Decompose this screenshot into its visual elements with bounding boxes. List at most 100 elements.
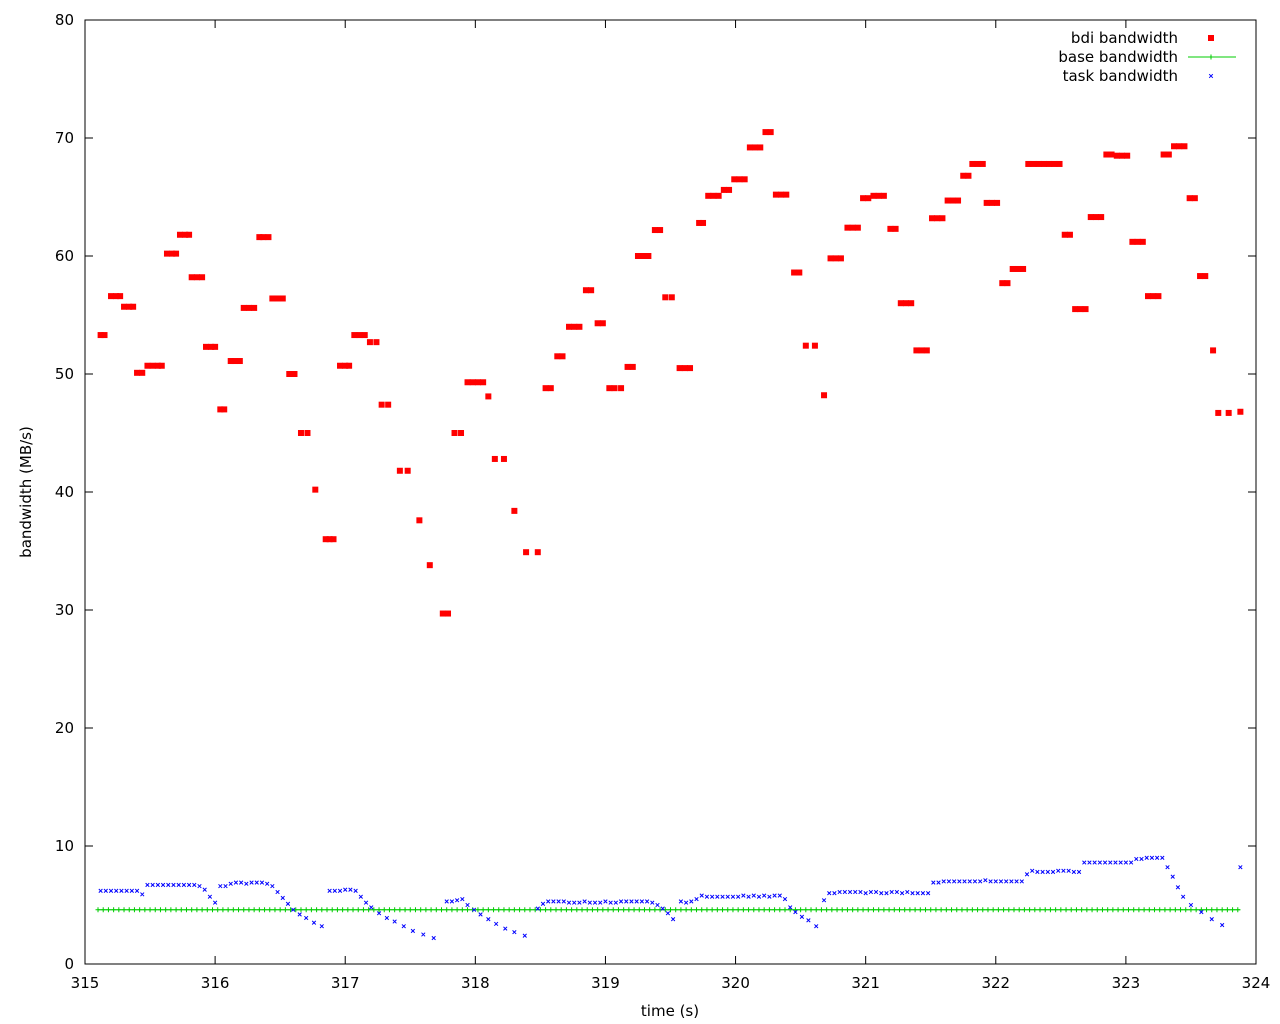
base-bandwidth-point [631,907,637,913]
base-bandwidth-point [688,907,694,913]
bdi-bandwidth-point [715,192,722,199]
base-bandwidth-point [183,907,189,913]
base-bandwidth-point [236,907,242,913]
base-bandwidth-point [475,907,481,913]
task-bandwidth-point [920,891,926,896]
bdi-bandwidth-point [1145,293,1152,300]
task-bandwidth-point [503,926,508,931]
bdi-bandwidth-point [645,253,652,259]
task-bandwidth-point [171,882,176,888]
task-bandwidth-point [212,900,218,905]
task-bandwidth-point [832,891,837,896]
bdi-bandwidth-point [1056,160,1063,167]
bdi-bandwidth-point [1046,160,1053,167]
base-bandwidth-point [1079,907,1085,913]
task-bandwidth-point [444,899,449,904]
base-bandwidth-point [636,907,642,913]
task-bandwidth-point [223,883,228,889]
x-tick-label: 324 [1242,974,1271,992]
base-bandwidth-point [548,907,554,913]
task-bandwidth-point [629,899,634,904]
base-bandwidth-point [1011,907,1017,913]
base-bandwidth-point [995,907,1001,913]
base-bandwidth-point [756,907,762,913]
bdi-bandwidth-point [312,486,319,493]
task-bandwidth-point [741,893,746,898]
base-bandwidth-point [621,907,627,913]
task-bandwidth-point [244,881,249,886]
base-bandwidth-point [990,907,996,913]
bdi-bandwidth-point [173,250,180,257]
base-bandwidth-point [1021,907,1027,913]
base-bandwidth-point [595,907,601,913]
bdi-bandwidth-point [188,274,195,281]
base-bandwidth-point [975,907,981,913]
bdi-bandwidth-point [212,343,219,350]
base-bandwidth-point [673,907,679,913]
y-tick-label: 10 [55,837,74,855]
bdi-bandwidth-point [1225,409,1232,416]
bdi-bandwidth-point [624,363,631,370]
bdi-bandwidth-point [337,362,344,369]
task-bandwidth-point [634,899,639,904]
bdi-bandwidth-point [274,295,281,302]
base-bandwidth-point [652,907,658,913]
task-bandwidth-point [715,894,720,899]
base-bandwidth-point [111,907,117,913]
base-bandwidth-point [454,907,460,913]
bdi-bandwidth-point [720,186,727,193]
bdi-bandwidth-point [356,332,363,339]
base-bandwidth-point [522,907,528,913]
bdi-bandwidth-point [791,269,798,276]
base-bandwidth-point [917,907,923,913]
base-bandwidth-point [142,907,148,913]
base-bandwidth-point [1053,907,1059,913]
base-bandwidth-point [772,907,778,913]
task-bandwidth-point [1134,856,1139,862]
base-bandwidth-point [1157,907,1163,913]
task-bandwidth-point [1170,874,1175,879]
task-bandwidth-point [291,907,296,912]
base-bandwidth-point [954,907,960,913]
base-bandwidth-point [818,907,824,913]
bdi-bandwidth-point [291,371,298,377]
base-bandwidth-point [558,907,564,913]
task-bandwidth-point [1066,868,1071,873]
base-bandwidth-point [251,907,257,913]
task-bandwidth-point [363,900,369,905]
base-bandwidth-point [501,907,507,913]
task-bandwidth-point [421,932,426,937]
task-bandwidth-point [1209,917,1214,922]
base-bandwidth-point [1224,907,1230,913]
bdi-bandwidth-point [322,536,329,543]
task-bandwidth-point [946,879,952,884]
base-bandwidth-point [844,907,850,913]
bdi-bandwidth-point [979,160,986,167]
base-bandwidth-point [808,907,814,913]
task-bandwidth-point [108,888,114,893]
task-bandwidth-point [297,912,302,917]
task-bandwidth-point [384,915,390,921]
bdi-bandwidth-point [1202,273,1209,280]
task-bandwidth-point [218,883,223,889]
base-bandwidth-point [1120,907,1126,913]
base-bandwidth-point [246,907,252,913]
base-bandwidth-point [563,907,569,913]
bdi-bandwidth-point [1066,231,1073,238]
base-bandwidth-point [1178,907,1184,913]
y-tick-label: 30 [55,601,74,619]
task-bandwidth-point [486,917,491,922]
task-bandwidth-point [1030,868,1035,873]
base-bandwidth-point [1105,907,1111,913]
base-bandwidth-point [1084,907,1090,913]
bdi-bandwidth-point [651,227,658,234]
legend-swatch-task [1208,73,1214,79]
base-bandwidth-point [210,907,216,913]
base-bandwidth-point [933,907,939,913]
plot-marks [95,129,1244,941]
base-bandwidth-point [485,907,491,913]
task-bandwidth-point [114,888,119,893]
task-bandwidth-point [202,887,207,892]
bdi-bandwidth-point [1061,231,1068,238]
task-bandwidth-point [460,896,465,902]
